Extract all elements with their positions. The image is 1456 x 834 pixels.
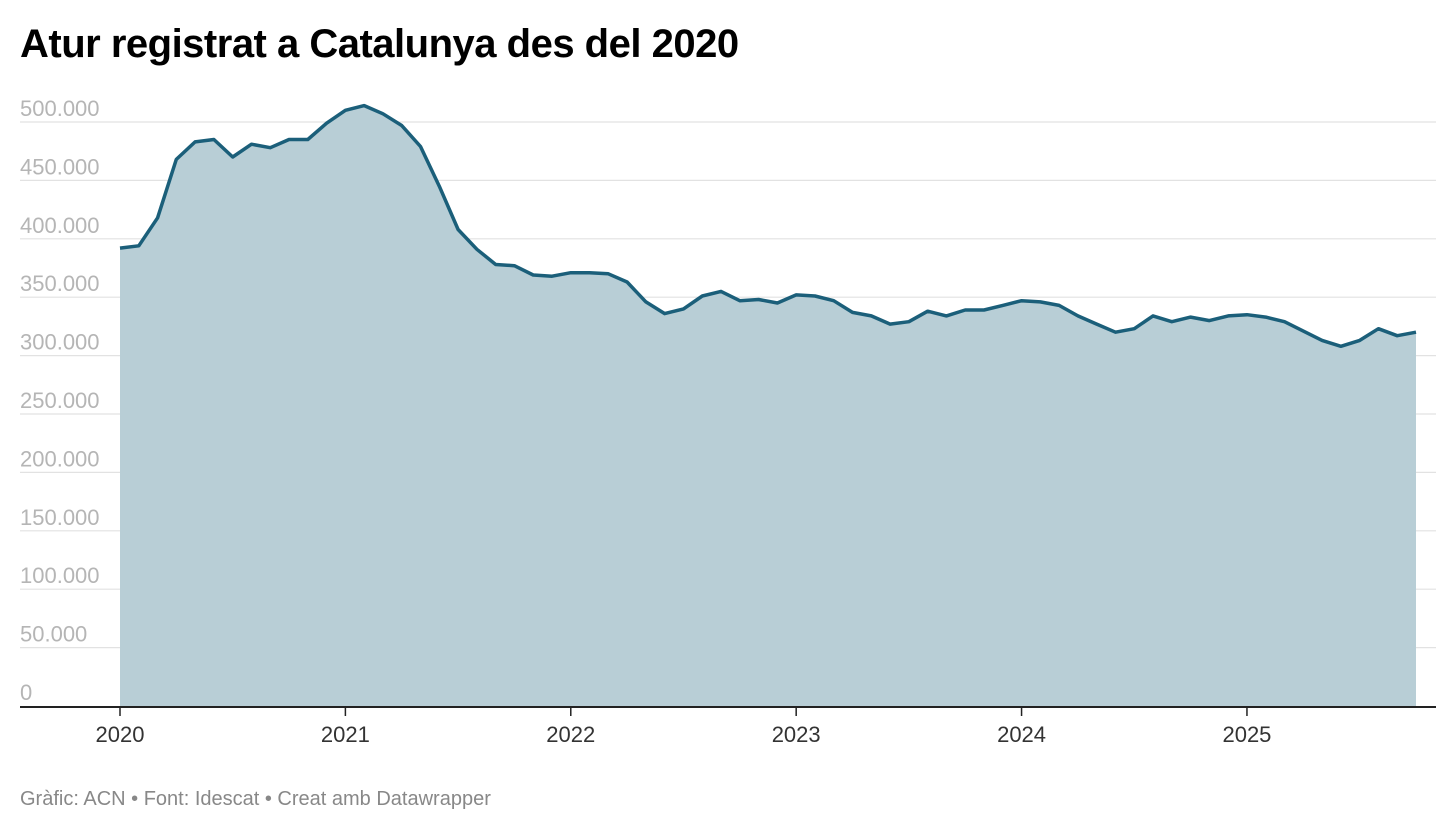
y-tick-label: 100.000 [20,563,100,588]
source-footer: Gràfic: ACN • Font: Idescat • Creat amb … [20,788,491,810]
area-fill [120,105,1416,707]
area-chart: 0 50.000 100.000 150.000 200.000 250.000 300.0… [20,96,1436,747]
y-tick-label: 500.000 [20,96,100,121]
y-tick-label: 450.000 [20,154,100,179]
area-layer [119,103,1417,707]
x-tick-label: 2024 [997,722,1046,747]
y-tick-label: 300.000 [20,330,100,355]
y-tick-label: 150.000 [20,505,100,530]
y-tick-label: 350.000 [20,271,100,296]
chart-title: Atur registrat a Catalunya des del 2020 [20,22,739,66]
x-tick-label: 2023 [772,722,821,747]
y-axis-ticks: 0 50.000 100.000 150.000 200.000 250.000 300.0… [20,96,100,705]
series-line [119,103,1417,349]
x-tick-label: 2021 [321,722,370,747]
x-tick-label: 2025 [1222,722,1271,747]
y-tick-label: 400.000 [20,213,100,238]
x-tick-label: 2022 [546,722,595,747]
y-tick-label: 200.000 [20,446,100,471]
x-tick-label: 2020 [96,722,145,747]
x-axis: 2020 2021 2022 2023 2024 2025 [20,706,1436,747]
y-tick-label: 50.000 [20,622,87,647]
y-tick-label: 250.000 [20,388,100,413]
y-tick-label: 0 [20,680,32,705]
